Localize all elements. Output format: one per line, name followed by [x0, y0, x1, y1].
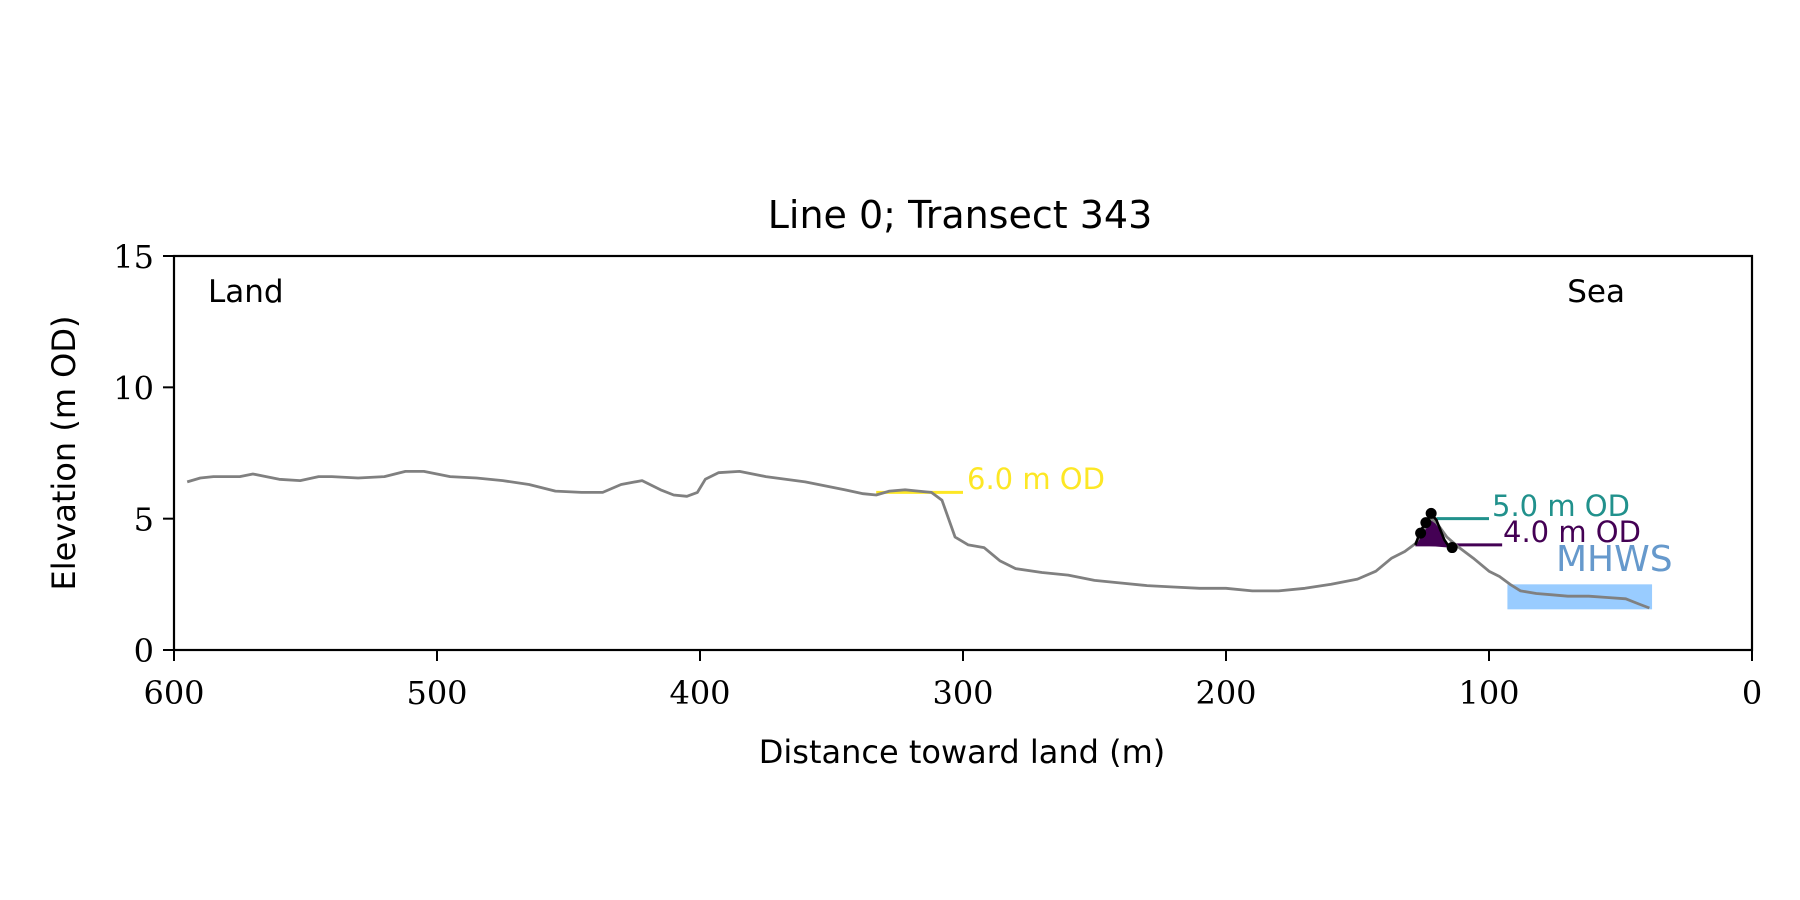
dune-point-3 [1446, 542, 1458, 554]
y-tick-label-0: 0 [134, 632, 154, 670]
axes: 600 500 400 300 200 100 0 0 5 10 15 [113, 238, 1762, 712]
y-axis-label: Elevation (m OD) [45, 316, 83, 591]
x-tick-label-300: 300 [932, 674, 993, 712]
dune-point-2 [1425, 507, 1437, 519]
sea-label: Sea [1567, 274, 1625, 310]
chart-title: Line 0; Transect 343 [768, 193, 1153, 237]
x-tick-label-200: 200 [1195, 674, 1256, 712]
land-label: Land [208, 274, 284, 310]
contour-label-0: 6.0 m OD [967, 462, 1105, 496]
mhws-label: MHWS [1556, 539, 1673, 580]
dune-fill [1415, 513, 1450, 548]
x-tick-label-400: 400 [669, 674, 730, 712]
contour-label-1: 5.0 m OD [1492, 489, 1630, 523]
x-tick-label-100: 100 [1458, 674, 1519, 712]
y-tick-label-10: 10 [113, 369, 154, 407]
y-tick-label-15: 15 [113, 238, 154, 276]
contour-label-2: 4.0 m OD [1503, 515, 1641, 549]
x-tick-label-500: 500 [406, 674, 467, 712]
dune-point-0 [1415, 527, 1427, 539]
x-tick-label-0: 0 [1742, 674, 1762, 712]
x-axis-label: Distance toward land (m) [759, 733, 1165, 771]
dune-point-1 [1420, 517, 1432, 529]
x-tick-label-600: 600 [143, 674, 204, 712]
y-tick-label-5: 5 [134, 501, 154, 539]
